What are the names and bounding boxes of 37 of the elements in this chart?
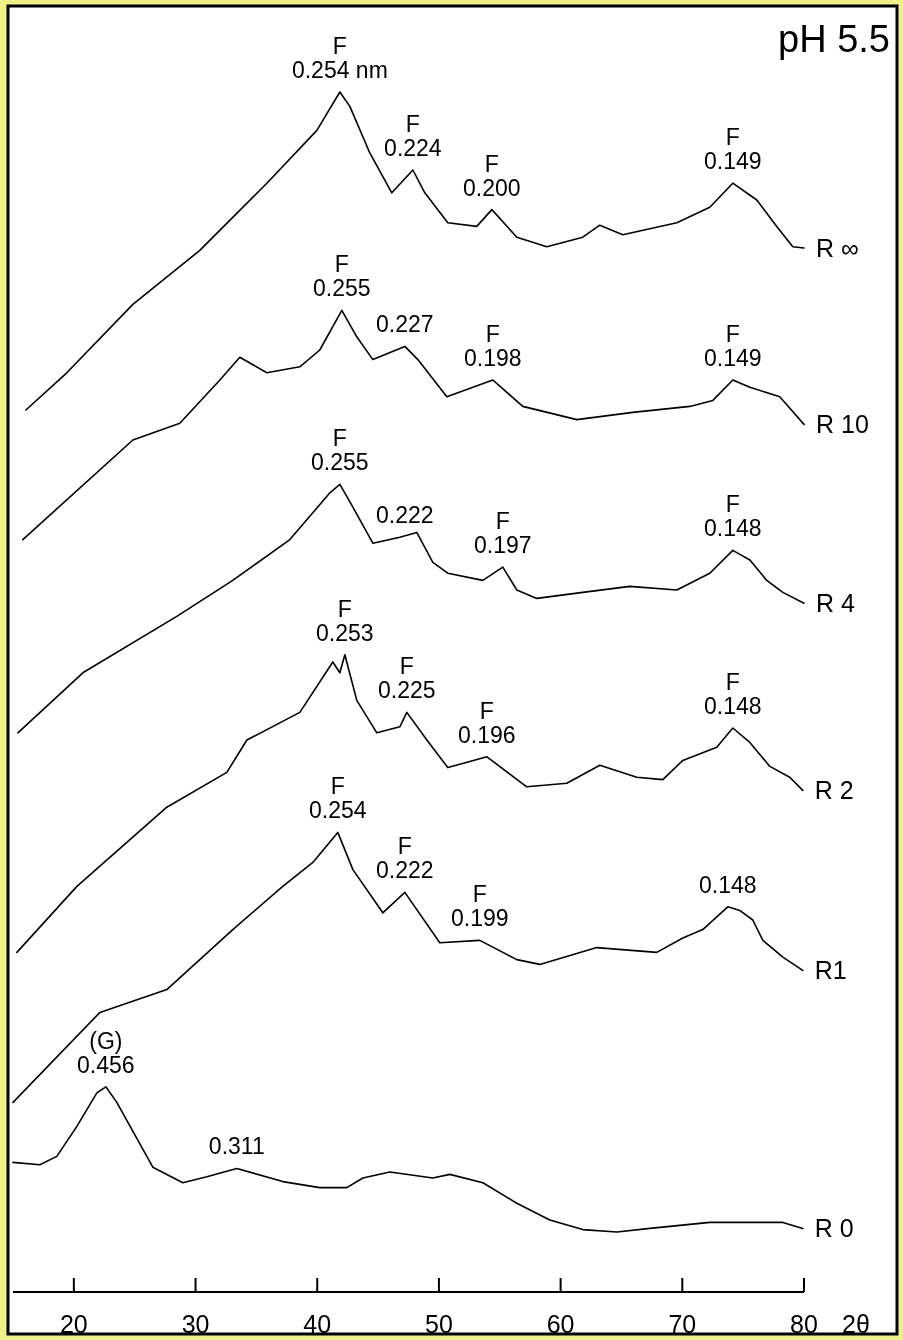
- annotation: F 0.225: [378, 653, 436, 704]
- annotation: F 0.197: [474, 508, 532, 559]
- series-label: R 10: [816, 410, 869, 439]
- annotation: 0.148: [699, 871, 757, 898]
- annotation: F 0.148: [704, 491, 762, 542]
- annotation: F 0.255: [313, 251, 371, 302]
- annotation: F 0.148: [704, 669, 762, 719]
- x-tick-label: 80: [790, 1310, 818, 1338]
- annotation: F 0.198: [464, 321, 522, 371]
- annotation: F 0.222: [376, 833, 434, 884]
- x-tick-label: 20: [59, 1310, 88, 1338]
- annotation: F 0.200: [463, 150, 521, 201]
- x-tick-label: 40: [303, 1310, 332, 1338]
- x-tick-label: 50: [425, 1310, 453, 1338]
- x-tick-label: 30: [181, 1310, 210, 1338]
- series-label: R 4: [816, 589, 855, 618]
- annotation: F 0.254 nm: [291, 33, 388, 83]
- annotation: F 0.254: [309, 773, 367, 824]
- series-label: R 0: [814, 1214, 854, 1243]
- series-label: R ∞: [816, 234, 859, 262]
- annotation: (G) 0.456: [77, 1027, 135, 1078]
- annotation: 0.227: [376, 311, 434, 338]
- annotation: F 0.253: [316, 595, 374, 646]
- annotation: F 0.149: [704, 321, 762, 371]
- annotation: F 0.149: [704, 124, 762, 175]
- x-axis-title: 2θ: [842, 1310, 870, 1338]
- series-label: R1: [814, 956, 847, 985]
- chart-title: pH 5.5: [778, 18, 890, 60]
- annotation: F 0.224: [384, 111, 442, 161]
- annotation: F 0.199: [451, 881, 509, 932]
- x-tick-label: 70: [668, 1310, 697, 1338]
- annotation: F 0.255: [311, 425, 369, 476]
- annotation: 0.222: [376, 502, 434, 529]
- series-label: R 2: [814, 776, 854, 805]
- x-tick-label: 60: [546, 1310, 575, 1338]
- annotation: 0.311: [208, 1133, 265, 1160]
- annotation: F 0.196: [458, 697, 516, 748]
